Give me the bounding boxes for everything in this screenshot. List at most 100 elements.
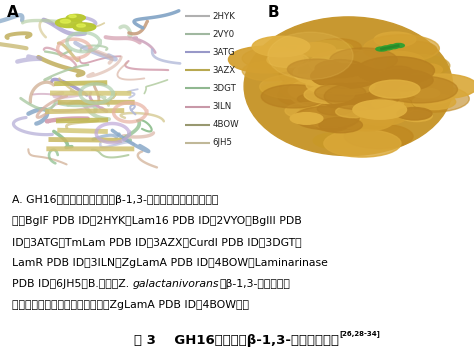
Circle shape (366, 73, 428, 95)
Circle shape (315, 84, 366, 102)
Circle shape (375, 109, 404, 120)
Text: 6JH5: 6JH5 (212, 138, 232, 147)
Circle shape (298, 97, 345, 114)
Circle shape (315, 60, 365, 78)
Circle shape (282, 79, 335, 98)
Circle shape (337, 68, 410, 94)
Circle shape (358, 108, 407, 125)
Circle shape (283, 87, 313, 97)
Text: 的β-1,3-葡聚糖醂与: 的β-1,3-葡聚糖醂与 (219, 279, 290, 289)
Circle shape (268, 61, 308, 75)
Circle shape (307, 41, 353, 57)
Circle shape (295, 109, 334, 123)
Circle shape (303, 71, 366, 94)
Circle shape (329, 98, 383, 117)
Circle shape (387, 54, 450, 77)
Circle shape (382, 91, 437, 111)
Circle shape (73, 23, 96, 31)
Circle shape (279, 61, 357, 89)
Circle shape (299, 50, 360, 72)
Circle shape (387, 44, 399, 49)
Text: 图 3    GH16家族典型β-1,3-葡聚糖醂结构: 图 3 GH16家族典型β-1,3-葡聚糖醂结构 (135, 334, 339, 347)
Circle shape (319, 81, 365, 97)
Circle shape (306, 75, 358, 94)
Circle shape (297, 43, 336, 57)
Circle shape (324, 83, 400, 110)
Circle shape (365, 83, 405, 97)
Circle shape (280, 45, 308, 55)
Circle shape (326, 72, 374, 89)
Circle shape (69, 15, 76, 17)
Circle shape (409, 74, 474, 99)
Circle shape (324, 88, 378, 108)
Text: 4BOW: 4BOW (212, 120, 239, 129)
Text: B: B (268, 5, 280, 20)
Text: 3ATG: 3ATG (212, 48, 235, 57)
Text: 2VY0: 2VY0 (212, 30, 235, 39)
Circle shape (314, 39, 361, 56)
Circle shape (312, 117, 345, 129)
Circle shape (338, 82, 407, 106)
Circle shape (311, 73, 384, 99)
Circle shape (312, 66, 386, 92)
Circle shape (252, 36, 310, 57)
Circle shape (307, 106, 362, 126)
Circle shape (260, 75, 328, 99)
Circle shape (408, 63, 442, 76)
Text: 3AZX: 3AZX (212, 66, 236, 75)
Circle shape (339, 82, 366, 91)
Circle shape (306, 67, 376, 92)
Circle shape (337, 92, 411, 119)
Circle shape (290, 83, 362, 108)
Circle shape (311, 64, 379, 88)
Circle shape (327, 77, 374, 94)
Circle shape (320, 70, 383, 92)
Circle shape (293, 80, 370, 108)
Circle shape (408, 88, 455, 104)
Circle shape (310, 77, 371, 99)
Circle shape (310, 49, 386, 77)
Circle shape (294, 106, 359, 130)
Circle shape (324, 130, 401, 157)
Circle shape (316, 73, 380, 96)
Circle shape (299, 103, 354, 123)
Circle shape (285, 103, 331, 119)
Circle shape (314, 55, 350, 68)
Circle shape (301, 72, 352, 90)
Circle shape (242, 48, 301, 69)
Circle shape (410, 72, 438, 82)
Circle shape (261, 85, 326, 108)
Circle shape (327, 69, 401, 95)
Circle shape (290, 112, 323, 124)
Circle shape (279, 74, 356, 102)
Circle shape (304, 85, 355, 104)
Text: 2HYK: 2HYK (212, 11, 235, 21)
Circle shape (374, 55, 419, 72)
Circle shape (401, 110, 432, 121)
Circle shape (330, 48, 397, 72)
Circle shape (319, 117, 363, 133)
Text: 一个昆布三糖的复合物晶体结构（ZgLamA PDB ID：4BOW）。: 一个昆布三糖的复合物晶体结构（ZgLamA PDB ID：4BOW）。 (12, 300, 249, 310)
Circle shape (412, 88, 440, 98)
Circle shape (66, 14, 85, 21)
Circle shape (297, 94, 326, 104)
Circle shape (284, 76, 312, 86)
Circle shape (341, 80, 373, 91)
Circle shape (361, 99, 413, 118)
Circle shape (374, 32, 416, 47)
Circle shape (394, 85, 469, 112)
Circle shape (317, 78, 382, 101)
Text: 3ILN: 3ILN (212, 102, 232, 111)
Circle shape (369, 80, 420, 98)
Circle shape (340, 112, 393, 131)
Circle shape (228, 46, 303, 73)
Circle shape (368, 82, 399, 93)
Circle shape (322, 72, 381, 93)
Circle shape (315, 94, 343, 104)
Circle shape (372, 98, 403, 109)
Circle shape (369, 51, 424, 71)
Circle shape (316, 77, 375, 98)
Circle shape (344, 124, 413, 148)
Circle shape (320, 87, 355, 99)
Circle shape (318, 84, 390, 110)
